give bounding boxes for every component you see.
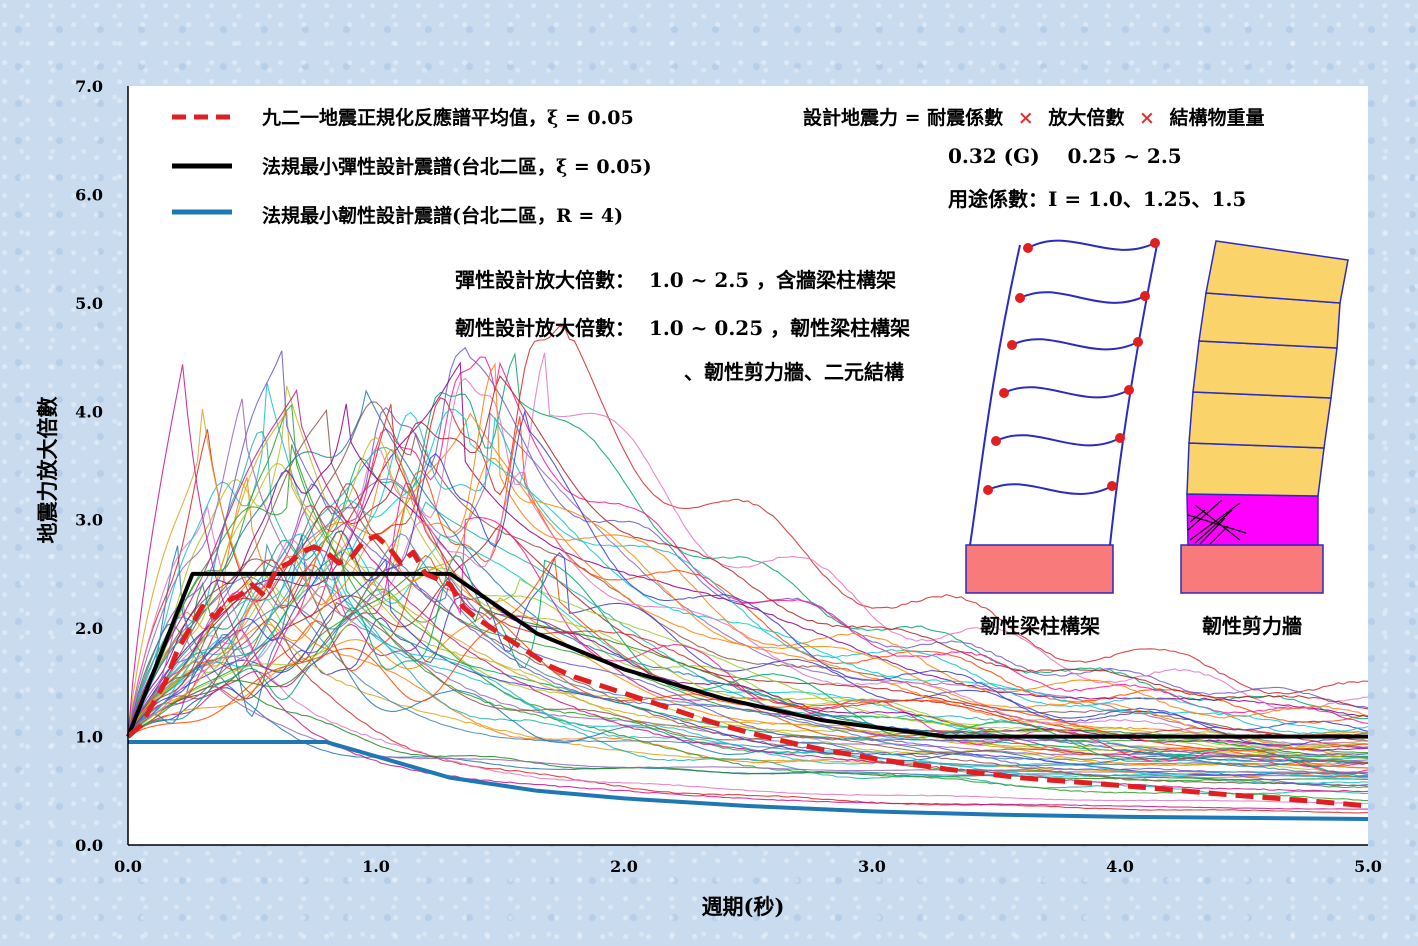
- moment-frame-illustration: 韌性梁柱構架: [965, 238, 1160, 638]
- wall-panel: [1188, 391, 1332, 449]
- frame-beam: [1003, 386, 1130, 399]
- earthquake-spectrum-curve: [127, 409, 1369, 759]
- earthquake-spectrum-curve: [127, 325, 1369, 737]
- plastic-hinges: [983, 238, 1160, 495]
- plastic-hinge: [991, 436, 1001, 446]
- earthquake-spectrum-curve: [127, 551, 1369, 738]
- ductile-factor-text-2: 、韌性剪力牆、二元結構: [684, 360, 904, 384]
- earthquake-spectrum-curve: [127, 588, 1368, 754]
- elastic-design-spectrum-line: [126, 571, 1368, 739]
- plastic-hinge: [983, 485, 993, 495]
- earthquake-spectrum-curve: [127, 401, 1369, 737]
- plastic-zone-cracks: [1187, 499, 1247, 545]
- y-tick-label: 7.0: [75, 77, 103, 96]
- x-tick-label: 2.0: [610, 857, 638, 876]
- earthquake-spectrum-curve: [127, 389, 1369, 765]
- y-tick-label: 4.0: [75, 402, 103, 421]
- formula-block: 設計地震力 = 耐震係數 × 放大倍數 × 結構物重量 0.32 (G) 0.2…: [455, 106, 1265, 384]
- x-tick-label: 5.0: [1354, 857, 1382, 876]
- frame-beam: [1011, 338, 1139, 351]
- coefficient-text: 0.32 (G) 0.25 ~ 2.5: [948, 144, 1182, 168]
- y-axis-title: 地震力放大倍數: [35, 397, 60, 544]
- plastic-hinge: [999, 388, 1009, 398]
- earthquake-spectrum-curve: [127, 581, 1369, 781]
- earthquake-spectrum-curve: [127, 403, 1369, 751]
- earthquake-spectrum-curve: [127, 416, 1368, 737]
- earthquake-spectrum-curve: [127, 352, 1369, 737]
- y-tick-label: 3.0: [75, 511, 103, 530]
- earthquake-spectrum-curve: [127, 506, 1368, 805]
- plastic-hinge: [1015, 293, 1025, 303]
- plastic-hinge: [1115, 433, 1125, 443]
- x-tick-label: 3.0: [858, 857, 886, 876]
- formula-text: 設計地震力 = 耐震係數 × 放大倍數 × 結構物重量: [803, 106, 1265, 129]
- earthquake-spectrum-curve: [127, 362, 1369, 737]
- earthquake-spectrum-curve: [127, 408, 1369, 737]
- frame-foundation: [965, 544, 1114, 594]
- plastic-hinge: [1150, 238, 1160, 248]
- y-tick-label: 1.0: [75, 728, 103, 747]
- legend-label-mean: 九二一地震正規化反應譜平均值，ξ = 0.05: [261, 106, 634, 129]
- elastic-factor-text: 彈性設計放大倍數： 1.0 ~ 2.5 ，含牆梁柱構架: [455, 268, 896, 292]
- earthquake-spectrum-curve: [127, 567, 1369, 764]
- legend-label-elastic: 法規最小彈性設計震譜(台北二區，ξ = 0.05): [262, 155, 652, 178]
- plastic-hinge: [1140, 291, 1150, 301]
- frame-caption: 韌性梁柱構架: [980, 614, 1100, 638]
- plastic-hinge: [1023, 243, 1033, 253]
- frame-beam: [995, 434, 1121, 447]
- mean-spectrum-line: [126, 533, 1369, 809]
- importance-text: 用途係數：I = 1.0、1.25、1.5: [948, 187, 1246, 211]
- series-group: [126, 533, 1369, 821]
- earthquake-spectrum-curve: [127, 446, 1369, 763]
- x-tick-label: 4.0: [1106, 857, 1134, 876]
- earthquake-spectrum-curve: [127, 374, 1369, 737]
- ductile-factor-text: 韌性設計放大倍數： 1.0 ~ 0.25 ，韌性梁柱構架: [455, 316, 910, 340]
- wall-panel: [1186, 442, 1325, 497]
- plastic-hinge: [1107, 481, 1117, 491]
- y-tick-label: 6.0: [75, 185, 103, 204]
- earthquake-spectrum-curve: [127, 548, 1369, 780]
- frame-beam: [987, 483, 1113, 495]
- y-tick-label: 0.0: [75, 836, 103, 855]
- y-tick-label: 5.0: [75, 294, 103, 313]
- plastic-hinge: [1124, 385, 1134, 395]
- earthquake-spectrum-curve: [127, 444, 1369, 802]
- frame-beam: [1019, 291, 1146, 304]
- legend-label-ductile: 法規最小韌性設計震譜(台北二區，R = 4): [262, 204, 623, 227]
- plastic-hinge: [1007, 340, 1017, 350]
- earthquake-spectrum-curve: [127, 429, 1368, 814]
- tick-labels: 0.0 1.0 2.0 3.0 4.0 5.0 0.0 1.0 2.0 3.0 4.0 5.0 6.0 7…: [75, 77, 1382, 876]
- x-tick-label: 1.0: [362, 857, 390, 876]
- y-tick-label: 2.0: [75, 619, 103, 638]
- earthquake-spectrum-curve: [127, 601, 1369, 764]
- earthquake-spectrum-curve: [127, 471, 1369, 748]
- wall-panel: [1205, 240, 1349, 304]
- x-axis-title: 週期(秒): [702, 894, 785, 919]
- shear-wall-illustration: 韌性剪力牆: [1180, 240, 1349, 638]
- earthquake-spectrum-curve: [127, 542, 1369, 769]
- axes: [127, 86, 1368, 846]
- wall-caption: 韌性剪力牆: [1202, 614, 1302, 638]
- wall-foundation: [1180, 544, 1324, 594]
- earthquake-spectrum-curve: [127, 361, 1369, 737]
- earthquake-spectrum-curve: [127, 388, 1369, 793]
- earthquake-spectrum-curve: [127, 564, 1369, 787]
- legend: 九二一地震正規化反應譜平均值，ξ = 0.05 法規最小彈性設計震譜(台北二區，…: [172, 106, 652, 227]
- earthquake-spectrum-curve: [127, 554, 1369, 777]
- earthquake-spectrum-curve: [127, 404, 1369, 750]
- earthquake-spectrum-curve: [127, 462, 1369, 756]
- plastic-hinge: [1133, 337, 1143, 347]
- frame-left-column: [969, 244, 1021, 546]
- earthquake-spectrum-curve: [127, 385, 1369, 774]
- earthquake-spectrum-curve: [127, 398, 1369, 762]
- earthquake-spectrum-curve: [127, 409, 1369, 747]
- ductile-design-spectrum-line: [128, 740, 1369, 821]
- frame-beam: [1027, 239, 1156, 251]
- x-tick-label: 0.0: [114, 857, 142, 876]
- earthquake-spectrum-curve: [127, 436, 1369, 749]
- wall-panel: [1192, 340, 1338, 399]
- earthquake-spectrum-curve: [127, 350, 1369, 757]
